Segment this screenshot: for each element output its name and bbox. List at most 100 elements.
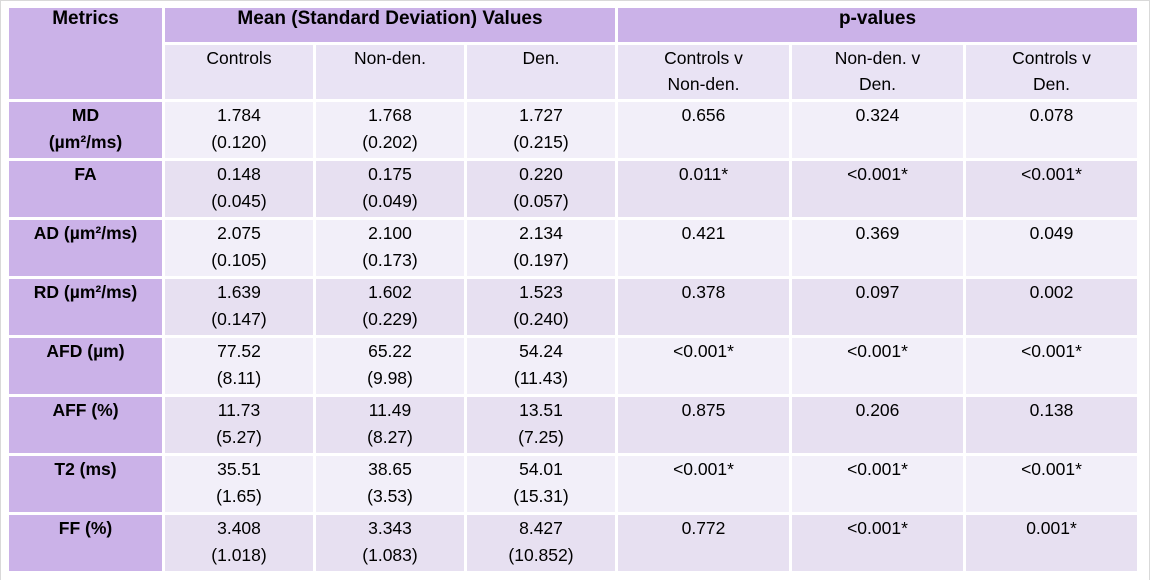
mean-value: 13.51 — [519, 400, 563, 420]
table-row-aff: AFF (%) 11.73 (5.27) 11.49 (8.27) 13.51 (7.… — [9, 397, 1137, 453]
sd-value: (0.120) — [211, 132, 267, 152]
mean-sd-cell: 1.639 (0.147) — [165, 279, 313, 335]
sd-value: (8.27) — [367, 427, 413, 447]
p-value-cell: <0.001* — [966, 161, 1137, 217]
sd-value: (0.045) — [211, 191, 267, 211]
mean-value: 3.343 — [368, 518, 412, 538]
sd-value: (1.018) — [211, 545, 267, 565]
p-value-cell: <0.001* — [618, 456, 789, 512]
p-value-cell: 0.324 — [792, 102, 963, 158]
sd-value: (8.11) — [216, 368, 262, 388]
mean-value: 1.727 — [519, 105, 563, 125]
sd-value: (11.43) — [513, 368, 569, 388]
mean-value: 0.175 — [368, 164, 412, 184]
sd-value: (9.98) — [367, 368, 413, 388]
mean-sd-cell: 11.49 (8.27) — [316, 397, 464, 453]
p-value-cell: 0.421 — [618, 220, 789, 276]
p-value-cell: 0.078 — [966, 102, 1137, 158]
p-value-cell: <0.001* — [966, 338, 1137, 394]
sd-value: (0.215) — [513, 132, 569, 152]
sd-value: (5.27) — [216, 427, 262, 447]
group-header-p-values: p-values — [618, 8, 1137, 42]
table-row-md: MD (µm²/ms) 1.784 (0.120) 1.768 (0.202) 1.… — [9, 102, 1137, 158]
sub-header-controls-v-non-den: Controls v Non-den. — [618, 45, 789, 99]
table-row-ff: FF (%) 3.408 (1.018) 3.343 (1.083) 8.427 (1… — [9, 515, 1137, 571]
p-value-cell: 0.097 — [792, 279, 963, 335]
mean-sd-cell: 35.51 (1.65) — [165, 456, 313, 512]
mean-value: 11.49 — [368, 400, 412, 420]
row-label-ff: FF (%) — [9, 515, 162, 571]
sd-value: (0.105) — [211, 250, 267, 270]
sd-value: (0.173) — [362, 250, 418, 270]
mean-sd-cell: 54.24 (11.43) — [467, 338, 615, 394]
mean-sd-cell: 54.01 (15.31) — [467, 456, 615, 512]
mean-sd-cell: 0.175 (0.049) — [316, 161, 464, 217]
mean-sd-cell: 1.523 (0.240) — [467, 279, 615, 335]
p-value-cell: 0.049 — [966, 220, 1137, 276]
mean-value: 0.220 — [519, 164, 563, 184]
mean-sd-cell: 3.408 (1.018) — [165, 515, 313, 571]
mean-value: 54.01 — [519, 459, 563, 479]
mean-sd-cell: 3.343 (1.083) — [316, 515, 464, 571]
sd-value: (0.147) — [211, 309, 267, 329]
p-value-cell: 0.011* — [618, 161, 789, 217]
group-header-mean-sd: Mean (Standard Deviation) Values — [165, 8, 615, 42]
sub-header-non-den-v-den: Non-den. v Den. — [792, 45, 963, 99]
p-value-cell: <0.001* — [618, 338, 789, 394]
mean-sd-cell: 2.075 (0.105) — [165, 220, 313, 276]
mean-sd-cell: 77.52 (8.11) — [165, 338, 313, 394]
mean-sd-cell: 2.134 (0.197) — [467, 220, 615, 276]
table-row-afd: AFD (µm) 77.52 (8.11) 65.22 (9.98) 54.24 (1… — [9, 338, 1137, 394]
mean-value: 65.22 — [368, 341, 412, 361]
sd-value: (7.25) — [518, 427, 564, 447]
row-label-aff: AFF (%) — [9, 397, 162, 453]
row-label-md: MD (µm²/ms) — [9, 102, 162, 158]
row-label-ad: AD (µm²/ms) — [9, 220, 162, 276]
row-label-t2: T2 (ms) — [9, 456, 162, 512]
sd-value: (1.65) — [216, 486, 262, 506]
sd-value: (0.202) — [362, 132, 418, 152]
mean-sd-cell: 1.727 (0.215) — [467, 102, 615, 158]
mean-sd-cell: 1.602 (0.229) — [316, 279, 464, 335]
mean-sd-cell: 0.148 (0.045) — [165, 161, 313, 217]
mean-sd-cell: 2.100 (0.173) — [316, 220, 464, 276]
mean-value: 1.639 — [217, 282, 261, 302]
mean-sd-cell: 38.65 (3.53) — [316, 456, 464, 512]
metrics-corner-header: Metrics — [9, 8, 162, 99]
mean-sd-cell: 1.784 (0.120) — [165, 102, 313, 158]
group-header-row: Metrics Mean (Standard Deviation) Values… — [9, 8, 1137, 99]
mean-value: 8.427 — [519, 518, 563, 538]
p-value-cell: 0.369 — [792, 220, 963, 276]
sd-value: (3.53) — [367, 486, 413, 506]
sub-header-den: Den. — [467, 45, 615, 99]
mean-value: 2.100 — [368, 223, 412, 243]
mean-value: 35.51 — [217, 459, 261, 479]
p-value-cell: 0.002 — [966, 279, 1137, 335]
sub-header-row: Controls Non-den. Den. Controls v Non-de… — [9, 45, 1137, 99]
sub-header-controls-v-den: Controls v Den. — [966, 45, 1137, 99]
sd-value: (15.31) — [513, 486, 569, 506]
metrics-results-table: Metrics Mean (Standard Deviation) Values… — [6, 5, 1140, 574]
p-value-cell: <0.001* — [792, 161, 963, 217]
p-value-cell: <0.001* — [966, 456, 1137, 512]
p-value-cell: 0.772 — [618, 515, 789, 571]
mean-sd-cell: 11.73 (5.27) — [165, 397, 313, 453]
mean-value: 11.73 — [217, 400, 261, 420]
p-value-cell: <0.001* — [792, 456, 963, 512]
sd-value: (0.057) — [513, 191, 569, 211]
mean-sd-cell: 8.427 (10.852) — [467, 515, 615, 571]
sd-value: (1.083) — [362, 545, 418, 565]
p-value-cell: 0.206 — [792, 397, 963, 453]
mean-value: 38.65 — [368, 459, 412, 479]
sd-value: (10.852) — [508, 545, 574, 565]
mean-value: 77.52 — [217, 341, 261, 361]
p-value-cell: <0.001* — [792, 515, 963, 571]
sd-value: (0.197) — [513, 250, 569, 270]
mean-value: 1.523 — [519, 282, 563, 302]
row-label-rd: RD (µm²/ms) — [9, 279, 162, 335]
sd-value: (0.229) — [362, 309, 418, 329]
sub-header-non-den: Non-den. — [316, 45, 464, 99]
mean-sd-cell: 1.768 (0.202) — [316, 102, 464, 158]
mean-value: 2.075 — [217, 223, 261, 243]
